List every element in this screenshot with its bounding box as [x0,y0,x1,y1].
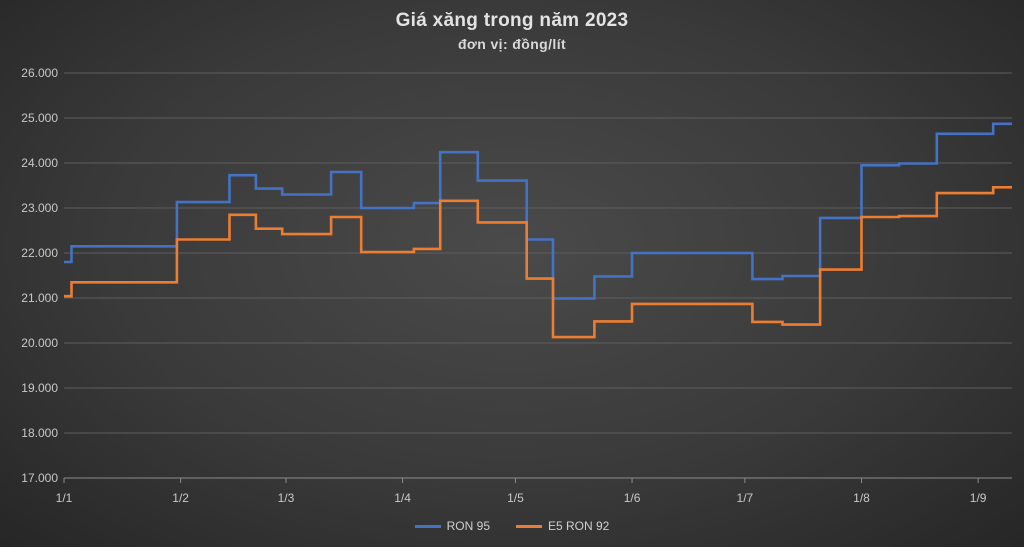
legend-swatch-e5-ron92 [516,524,542,528]
series-line-ron95 [64,122,1012,300]
x-tick-label: 1/5 [507,491,524,505]
series-lines [64,122,1012,339]
x-tick-label: 1/6 [624,491,641,505]
y-tick-label: 18.000 [21,426,58,440]
legend: RON 95 E5 RON 92 [0,519,1024,533]
legend-swatch-ron95 [414,524,441,528]
y-tick-label: 26.000 [21,66,58,80]
y-tick-label: 22.000 [21,246,58,260]
chart-subtitle: đơn vị: đồng/lít [457,36,567,52]
x-tick-label: 1/1 [56,491,73,505]
y-tick-label: 24.000 [21,156,58,170]
y-tick-label: 21.000 [21,291,58,305]
x-tick-label: 1/9 [970,491,987,505]
x-tick-label: 1/3 [278,491,295,505]
legend-label-e5-ron92: E5 RON 92 [548,519,610,533]
chart-title: Giá xăng trong năm 2023 [395,10,629,31]
series-line-e5-ron92 [64,186,1012,339]
y-tick-label: 20.000 [21,336,58,350]
y-tick-label: 23.000 [21,201,58,215]
legend-item-e5-ron92: E5 RON 92 [516,519,609,533]
legend-label-ron95: RON 95 [446,519,490,533]
axes: 17.000 18.000 19.000 20.000 21.000 22.000 23.0… [21,66,1012,505]
x-tick-label: 1/4 [394,491,411,505]
y-tick-label: 25.000 [21,111,58,125]
y-tick-label: 19.000 [21,381,58,395]
grid-lines [64,72,1012,434]
x-tick-label: 1/7 [737,491,754,505]
x-tick-label: 1/8 [853,491,870,505]
chart-header: Giá xăng trong năm 2023 đơn vị: đồng/lít [0,10,1024,52]
x-tick-label: 1/2 [172,491,189,505]
y-tick-label: 17.000 [21,471,58,485]
legend-item-ron95: RON 95 [414,519,490,533]
